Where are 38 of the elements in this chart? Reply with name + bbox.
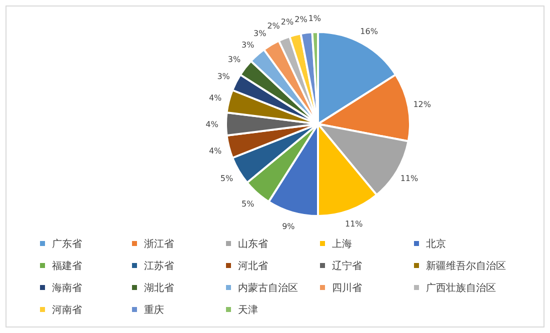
data-label: 9% [282,222,296,231]
legend-label: 河北省 [238,260,268,272]
legend-label: 内蒙古自治区 [238,282,298,294]
legend-label: 山东省 [238,238,268,250]
legend-label: 江苏省 [144,260,174,272]
data-label: 4% [208,94,222,103]
data-label: 11% [345,220,364,229]
legend-label: 福建省 [52,260,82,272]
legend-label: 上海 [332,238,352,250]
data-label: 5% [242,200,255,209]
legend-label: 广西壮族自治区 [426,282,496,294]
data-label: 2% [280,17,294,26]
data-label: 4% [206,120,219,129]
data-label: 16% [360,27,378,36]
data-label: 4% [208,146,222,156]
data-label: 1% [308,14,322,24]
legend-label: 天津 [238,304,258,316]
legend-label: 广东省 [52,238,82,250]
legend-label: 海南省 [52,282,82,294]
legend-label: 湖北省 [144,282,174,294]
data-label: 2% [294,14,308,24]
pie-slice [317,74,411,142]
pie-slice [317,123,378,217]
legend-label: 重庆 [144,304,164,316]
legend-label: 新疆维吾尔自治区 [426,260,506,272]
data-label: 3% [228,55,241,64]
data-label: 11% [400,174,419,183]
data-label: 3% [254,28,267,38]
legend-label: 辽宁省 [332,260,362,272]
data-label: 5% [220,174,234,183]
data-label: 12% [413,100,432,110]
data-label: 3% [217,72,230,81]
data-label: 2% [267,21,280,30]
data-label: 3% [242,40,255,50]
legend-label: 北京 [426,238,446,250]
legend-label: 浙江省 [144,238,174,250]
legend-label: 河南省 [52,304,82,316]
legend-label: 四川省 [332,282,362,294]
